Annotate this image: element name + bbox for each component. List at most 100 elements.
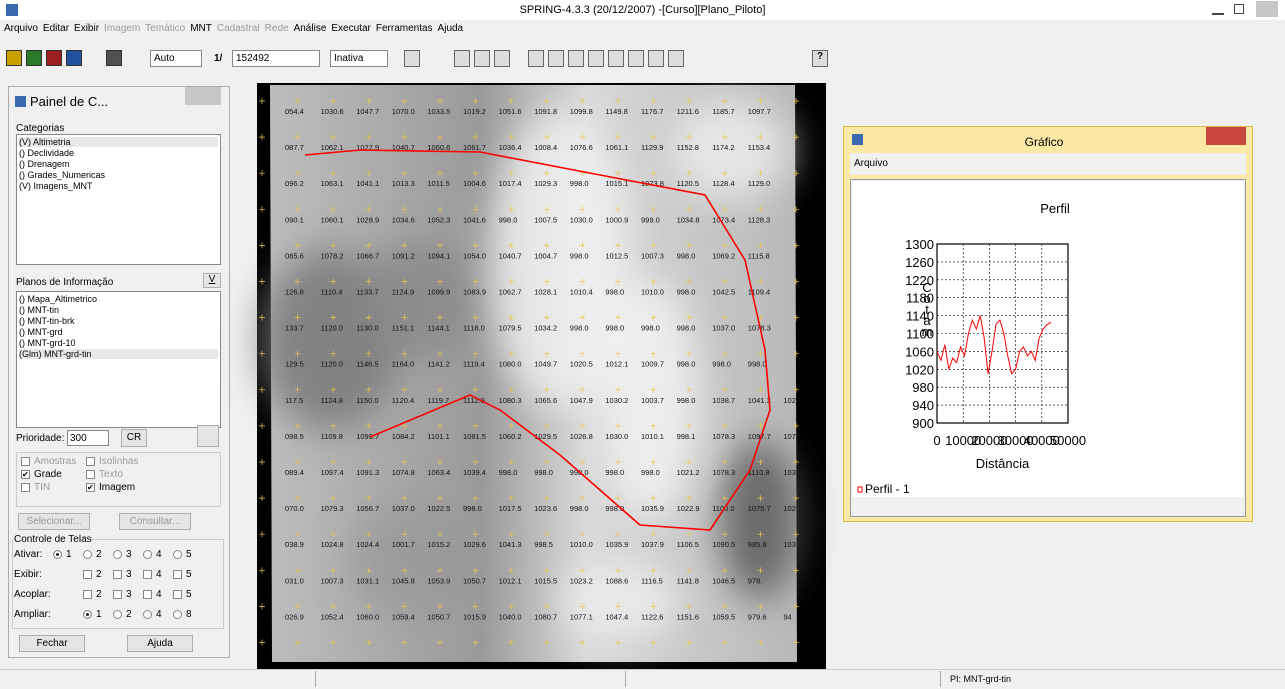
grid-cross [508,422,515,429]
grid-value: 1012.5 [605,251,628,260]
grid-cross [543,386,550,393]
list-item[interactable]: () Declividade [19,148,75,158]
radio[interactable] [83,610,92,619]
radio[interactable] [173,550,182,559]
tool-icon[interactable] [404,50,420,67]
tool-icon[interactable] [106,50,122,66]
planes-button[interactable]: V [203,273,221,288]
priority-input[interactable]: 300 [67,430,109,446]
checkbox[interactable] [86,457,95,466]
list-item[interactable]: () MNT-tin [19,305,59,315]
radio[interactable] [113,550,122,559]
tool-icon[interactable] [648,50,664,67]
list-item[interactable]: () MNT-grd [19,327,63,337]
tool-icon[interactable] [494,50,510,67]
select-button[interactable]: Selecionar... [18,513,90,530]
plot-frame [936,243,1069,424]
list-item[interactable]: () MNT-tin-brk [19,316,75,326]
checkbox[interactable] [113,570,122,579]
grid-value: 1034.2 [534,324,557,333]
help-button[interactable]: ? [812,50,828,67]
grid-value: 1060.1 [321,215,344,224]
grid-value: 1015.1 [605,179,628,188]
menu-item[interactable]: Análise [293,23,327,34]
edit-button[interactable] [197,425,219,447]
menu-item[interactable]: Rede [264,23,289,34]
checkbox[interactable] [113,590,122,599]
query-button[interactable]: Consultar... [119,513,191,530]
radio[interactable] [173,610,182,619]
tool-icon[interactable] [628,50,644,67]
checkbox[interactable]: ✔ [21,470,30,479]
grid-value: 998.0 [499,468,518,477]
cr-button[interactable]: CR [121,429,147,447]
checkbox[interactable] [21,483,30,492]
mode-select[interactable]: Auto [150,50,202,67]
grid-cross [650,134,657,141]
tool-icon[interactable] [66,50,82,66]
tool-icon[interactable] [474,50,490,67]
radio[interactable] [83,550,92,559]
menu-item[interactable]: Arquivo [4,23,38,34]
state-select[interactable]: Inativa [330,50,388,67]
tool-icon[interactable] [6,50,22,66]
grid-cross [437,459,443,465]
list-item[interactable]: (V) Imagens_MNT [19,181,93,191]
checkbox[interactable] [173,570,182,579]
radio[interactable] [143,550,152,559]
maximize-button[interactable] [1234,4,1244,14]
close-button[interactable] [1256,1,1278,17]
list-item[interactable]: () Mapa_Altimetrico [19,294,98,304]
menu-item[interactable]: Ajuda [437,23,464,34]
menu-item[interactable]: MNT [190,23,212,34]
minimize-button[interactable] [1212,3,1224,15]
tool-icon[interactable] [568,50,584,67]
checkbox[interactable] [21,457,30,466]
list-item[interactable]: () MNT-grd-10 [19,338,76,348]
checkbox[interactable]: ✔ [86,483,95,492]
menu-item[interactable]: Cadastral [216,23,260,34]
menu-item[interactable]: Executar [331,23,371,34]
graph-close[interactable] [1206,127,1246,145]
list-item[interactable]: () Drenagem [19,159,70,169]
help-panel-button[interactable]: Ajuda [127,635,193,652]
menu-item[interactable]: Temático [145,23,186,34]
grid-value: 117.5 [285,396,303,405]
graph-menu[interactable]: Arquivo [854,158,888,169]
checkbox[interactable] [173,590,182,599]
tool-icon[interactable] [528,50,544,67]
tool-icon[interactable] [608,50,624,67]
screens-group [12,539,224,629]
grid-cross [259,206,265,213]
radio[interactable] [143,610,152,619]
tool-icon[interactable] [588,50,604,67]
grid-cross [615,495,621,502]
menu-item[interactable]: Imagem [104,23,141,34]
checkbox[interactable] [143,590,152,599]
close-panel-button[interactable]: Fechar [19,635,85,652]
menu-item[interactable]: Exibir [74,23,100,34]
tool-icon[interactable] [454,50,470,67]
tool-icon[interactable] [548,50,564,67]
grid-cross [650,350,657,357]
radio[interactable] [53,550,62,559]
list-item[interactable]: (V) Altimetria [19,137,218,147]
radio[interactable] [113,610,122,619]
list-item[interactable]: () Grades_Numericas [19,170,106,180]
scale-input[interactable]: 152492 [232,50,320,67]
grid-cross [472,567,479,574]
grid-cross [508,350,515,357]
panel-close[interactable] [185,87,221,105]
checkbox[interactable] [143,570,152,579]
tool-icon[interactable] [46,50,62,66]
checkbox[interactable] [83,570,92,579]
grid-cross [330,531,337,538]
menu-item[interactable]: Editar [42,23,70,34]
list-item[interactable]: (Glm) MNT-grd-tin [19,349,218,359]
menu-item[interactable]: Ferramentas [375,23,433,34]
tool-icon[interactable] [668,50,684,67]
tool-icon[interactable] [26,50,42,66]
checkbox[interactable] [86,470,95,479]
checkbox[interactable] [83,590,92,599]
grid-cross [401,567,408,574]
